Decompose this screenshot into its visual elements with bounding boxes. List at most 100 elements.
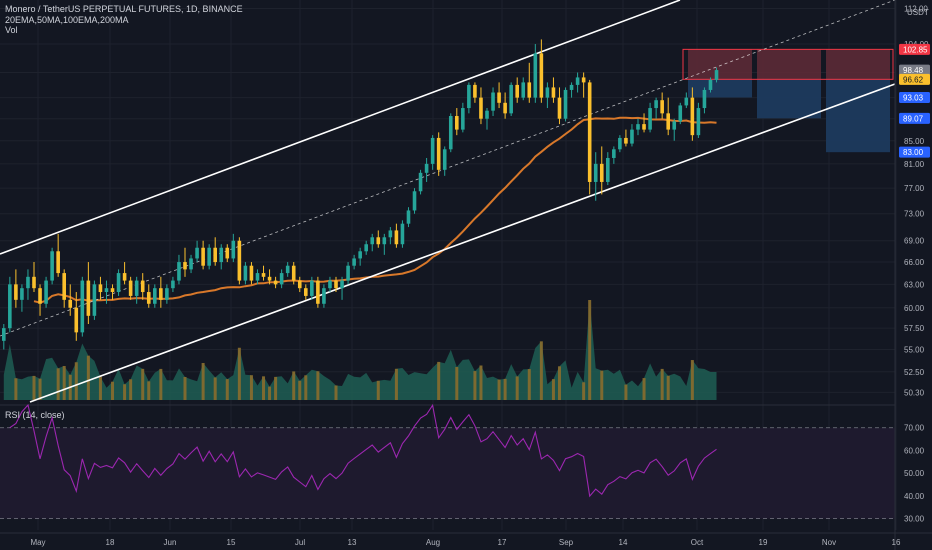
price-badge-label: 89.07 (903, 114, 924, 123)
candle-body (436, 137, 441, 170)
candle-body (159, 288, 163, 300)
volume-bar-down (515, 376, 519, 400)
take-profit-zone (826, 79, 890, 153)
candle-body (322, 288, 326, 304)
rsi-tick-label: 70.00 (904, 424, 925, 433)
candle-body (201, 247, 205, 266)
candle-body (473, 84, 477, 98)
price-badge (899, 43, 930, 55)
candle-body (98, 284, 103, 293)
candle-body (80, 280, 85, 333)
candle-body (479, 97, 483, 119)
candle-body (376, 237, 381, 245)
price-badge (899, 146, 930, 158)
price-tick-label: 81.00 (904, 160, 925, 169)
time-tick-label: May (30, 538, 45, 547)
volume-bar-down (588, 300, 592, 400)
volume-bar-down (147, 381, 151, 400)
candle-body (660, 100, 664, 114)
volume-bar-down (129, 379, 133, 400)
candle-body (8, 284, 12, 329)
time-tick-label: Sep (559, 538, 574, 547)
volume-bar-down (690, 360, 694, 400)
currency-label: USDT (907, 8, 929, 17)
time-tick-label: 13 (348, 538, 357, 547)
volume-series (3, 300, 717, 400)
volume-bar-down (624, 384, 628, 400)
candle-body (636, 124, 640, 130)
candle-body (177, 262, 181, 281)
candle-body (128, 280, 133, 296)
candle-body (624, 137, 628, 144)
price-tick-label: 60.00 (904, 304, 925, 313)
candle-body (32, 276, 36, 289)
candle-body (491, 92, 495, 111)
time-tick-label: 18 (106, 538, 115, 547)
candle-body (213, 247, 217, 263)
candle-body (74, 307, 79, 333)
candle-body (279, 273, 284, 285)
candle-body (183, 262, 187, 270)
candle-body (593, 163, 598, 182)
volume-bar-down (159, 368, 163, 400)
price-badge-label: 98.48 (903, 66, 924, 75)
candle-body (630, 129, 634, 144)
candle-body (551, 87, 556, 98)
volume-bar-down (557, 366, 561, 400)
channel-lower-line (29, 83, 896, 403)
candle-body (714, 70, 719, 80)
symbol-title[interactable]: Monero / TetherUS PERPETUAL FUTURES, 1D,… (5, 4, 243, 14)
volume-bar-down (268, 386, 272, 400)
candle-body (394, 230, 399, 245)
volume-bar-down (666, 375, 670, 400)
rsi-legend[interactable]: RSI (14, close) (5, 410, 65, 420)
candle-body (68, 299, 73, 308)
price-axis[interactable]: 70.0060.0050.0040.0030.00USDT112.00104.0… (894, 0, 930, 550)
candle-body (533, 53, 538, 98)
candle-body (1, 328, 6, 341)
time-axis[interactable]: May 18 Jun 15 Jul 13 Aug 17 Sep 14 Oct 19 Nov 16 (0, 532, 932, 547)
candle-body (696, 108, 701, 136)
candle-body (26, 276, 30, 289)
volume-bar-down (642, 378, 646, 400)
price-badge-label: 83.00 (903, 148, 924, 157)
candle-body (612, 149, 616, 158)
stop-loss-zone (688, 49, 752, 80)
candle-body (400, 223, 405, 245)
candle-body (171, 280, 175, 289)
candle-body (497, 92, 501, 103)
candle-body (418, 172, 423, 192)
indicators-legend[interactable]: 20EMA,50MA,100EMA,200MA (5, 15, 129, 25)
volume-bar-down (298, 380, 302, 400)
candle-body (406, 210, 411, 224)
stop-loss-zone (757, 49, 821, 80)
volume-bar-down (74, 362, 78, 400)
volume-bar-down (376, 380, 380, 400)
candle-body (304, 288, 308, 296)
price-badge (899, 73, 930, 85)
candle-body (455, 116, 459, 130)
volume-legend[interactable]: Vol (5, 25, 18, 35)
price-tick-label: 66.00 (904, 258, 925, 267)
candle-body (527, 82, 532, 98)
time-tick-label: Aug (426, 538, 440, 547)
candle-body (587, 82, 592, 182)
candle-body (448, 116, 453, 150)
candle-body (509, 84, 513, 114)
volume-bar-down (292, 371, 296, 400)
time-tick-label: 14 (619, 538, 628, 547)
candle-body (56, 251, 60, 274)
volume-bar-down (213, 377, 217, 400)
price-tick-label: 73.00 (904, 210, 925, 219)
price-badge-label: 102.85 (903, 45, 928, 54)
candle-body (273, 280, 278, 285)
price-tick-label: 50.30 (904, 388, 925, 397)
time-tick-label: Nov (822, 538, 836, 547)
candle-body (461, 108, 465, 130)
candle-body (291, 265, 296, 281)
volume-bar-down (141, 368, 145, 400)
channel-upper-line (0, 0, 681, 255)
candle-body (316, 280, 320, 304)
volume-bar-down (334, 385, 338, 400)
